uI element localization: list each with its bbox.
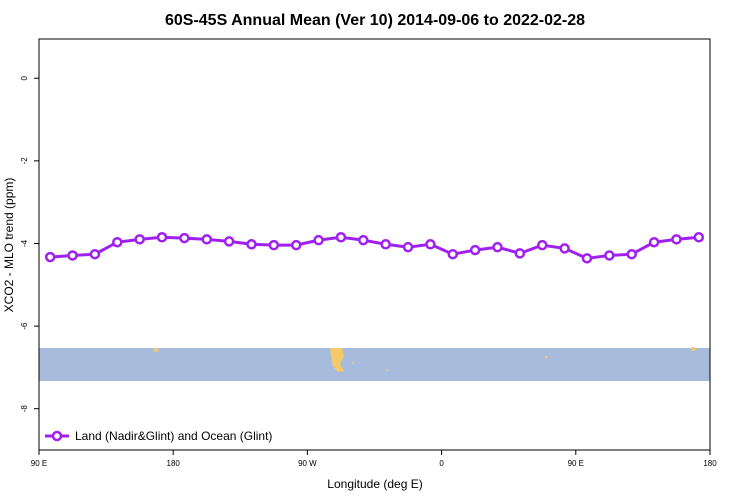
data-point (648, 236, 660, 248)
data-point (313, 234, 324, 246)
x-tick-label: 0 (439, 459, 444, 468)
data-point (156, 232, 168, 243)
data-point (112, 236, 123, 248)
data-point (380, 239, 391, 250)
data-point (268, 239, 280, 251)
data-point (581, 253, 593, 264)
data-point (425, 239, 436, 250)
x-tick-label: 90 E (568, 459, 584, 468)
y-tick-label: 0 (20, 75, 29, 80)
y-tick-label: -2 (20, 157, 29, 165)
y-tick-label: -8 (20, 405, 29, 413)
data-point (358, 234, 369, 246)
x-tick-label: 180 (167, 459, 181, 468)
x-tick-label: 90 E (31, 459, 47, 468)
data-point (693, 232, 705, 243)
data-point (514, 248, 526, 259)
y-tick-label: -6 (20, 322, 29, 330)
y-tick-label: -4 (20, 239, 29, 247)
data-point (67, 250, 78, 261)
data-point (626, 248, 637, 260)
data-point (201, 234, 212, 245)
data-point (537, 239, 548, 251)
data-point (671, 234, 682, 245)
data-point (492, 241, 503, 253)
data-point (447, 248, 459, 260)
legend-label: Land (Nadir&Glint) and Ocean (Glint) (75, 429, 272, 443)
data-point (134, 234, 145, 245)
x-axis-label: Longitude (deg E) (327, 477, 422, 491)
series-line (50, 235, 699, 260)
data-point (559, 243, 570, 254)
data-point (290, 239, 302, 251)
data-point (402, 241, 414, 253)
map-strip (39, 347, 710, 381)
plot-frame (38, 38, 711, 451)
data-point (223, 236, 235, 247)
x-tick-label: 180 (703, 459, 717, 468)
chart-title: 60S-45S Annual Mean (Ver 10) 2014-09-06 … (165, 12, 585, 29)
data-point (604, 250, 615, 261)
data-point (335, 232, 347, 243)
y-axis-label: XCO2 - MLO trend (ppm) (2, 178, 16, 313)
data-point (44, 251, 56, 263)
data-point (246, 239, 257, 250)
data-point (469, 244, 481, 256)
data-point (179, 232, 190, 244)
legend-marker (51, 430, 63, 442)
data-point (89, 248, 101, 260)
x-tick-label: 90 W (298, 459, 317, 468)
